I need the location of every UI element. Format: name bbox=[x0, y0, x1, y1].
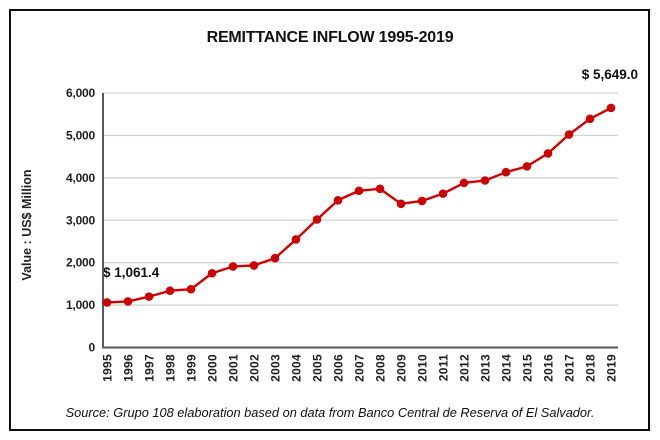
y-tick-label: 3,000 bbox=[66, 213, 96, 227]
x-tick-label: 2014 bbox=[500, 354, 514, 382]
data-point-marker bbox=[585, 114, 595, 124]
x-tick-label: 2009 bbox=[395, 354, 409, 382]
x-tick-label: 1998 bbox=[164, 354, 178, 382]
data-point-marker bbox=[123, 297, 133, 306]
x-tick-label: 1996 bbox=[122, 354, 136, 382]
data-point-marker bbox=[165, 286, 175, 296]
x-tick-label: 2005 bbox=[311, 354, 325, 382]
data-point-marker bbox=[291, 235, 301, 244]
annotation-last-value: $ 5,649.0 bbox=[581, 67, 638, 82]
x-tick-label: 2000 bbox=[206, 354, 220, 382]
data-point-marker bbox=[606, 103, 616, 113]
data-point-marker bbox=[375, 184, 385, 194]
x-tick-label: 2007 bbox=[353, 354, 367, 382]
data-point-marker bbox=[396, 199, 406, 209]
x-tick-label: 2008 bbox=[374, 354, 388, 382]
x-tick-label: 1997 bbox=[143, 354, 157, 382]
x-tick-label: 2013 bbox=[479, 354, 493, 382]
data-point-marker bbox=[270, 253, 280, 263]
x-tick-label: 2002 bbox=[248, 354, 262, 382]
data-point-marker bbox=[438, 189, 448, 198]
data-point-marker bbox=[228, 262, 238, 271]
data-point-marker bbox=[186, 284, 196, 294]
x-tick-label: 2001 bbox=[227, 354, 241, 382]
data-point-marker bbox=[354, 186, 364, 196]
data-point-marker bbox=[144, 292, 154, 301]
x-tick-label: 2004 bbox=[290, 354, 304, 382]
x-tick-label: 1995 bbox=[101, 354, 115, 382]
data-point-marker bbox=[249, 261, 259, 270]
data-point-marker bbox=[522, 162, 532, 171]
annotation-first-value: $ 1,061.4 bbox=[103, 265, 160, 280]
data-point-marker bbox=[480, 176, 490, 185]
data-point-marker bbox=[312, 215, 322, 224]
data-point-marker bbox=[564, 130, 574, 139]
x-tick-label: 2019 bbox=[605, 354, 619, 382]
x-tick-label: 2003 bbox=[269, 354, 283, 382]
data-point-marker bbox=[459, 178, 469, 188]
y-tick-label: 2,000 bbox=[66, 256, 96, 270]
data-point-marker bbox=[501, 167, 511, 177]
x-tick-label: 2011 bbox=[437, 354, 451, 381]
y-tick-label: 1,000 bbox=[66, 298, 96, 312]
x-tick-label: 2010 bbox=[416, 354, 430, 382]
data-point-marker bbox=[207, 268, 217, 278]
data-point-marker bbox=[543, 149, 553, 158]
x-tick-label: 2012 bbox=[458, 354, 472, 382]
data-point-marker bbox=[102, 298, 112, 307]
x-tick-label: 2016 bbox=[542, 354, 556, 382]
source-note: Source: Grupo 108 elaboration based on d… bbox=[65, 405, 595, 420]
x-tick-label: 1999 bbox=[185, 354, 199, 382]
y-tick-label: 0 bbox=[89, 341, 96, 355]
x-tick-label: 2015 bbox=[521, 354, 535, 382]
remittance-series-line bbox=[105, 106, 613, 304]
x-tick-label: 2018 bbox=[584, 354, 598, 382]
data-point-marker bbox=[417, 196, 427, 206]
y-tick-label: 5,000 bbox=[66, 128, 96, 142]
y-tick-label: 4,000 bbox=[66, 171, 96, 185]
chart-title: REMITTANCE INFLOW 1995-2019 bbox=[206, 29, 454, 46]
y-tick-label: 6,000 bbox=[66, 86, 96, 100]
x-tick-label: 2017 bbox=[563, 354, 577, 382]
x-tick-label: 2006 bbox=[332, 354, 346, 382]
data-point-marker bbox=[333, 195, 343, 205]
